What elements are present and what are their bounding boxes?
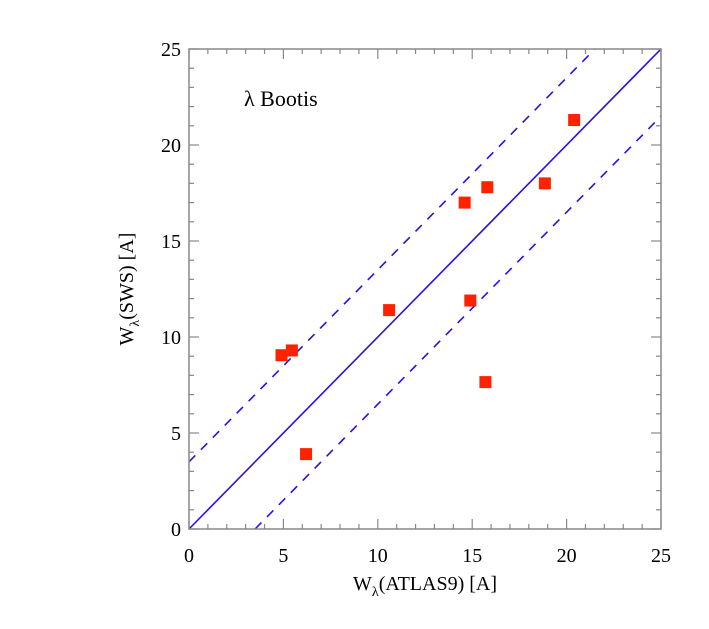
data-point xyxy=(464,294,477,307)
data-points xyxy=(275,114,581,461)
tick-labels: 0 5 10 15 20 25 0 5 10 15 20 25 xyxy=(161,39,671,567)
y-tick-label: 10 xyxy=(161,327,181,349)
x-tick-label: 10 xyxy=(368,545,388,567)
data-point xyxy=(458,196,471,209)
x-tick-label: 25 xyxy=(651,545,671,567)
data-point xyxy=(300,448,313,461)
y-axis-title-sub: λ xyxy=(128,320,143,327)
data-point xyxy=(479,376,492,389)
plot-axes xyxy=(188,48,662,530)
y-axis-title-main: W xyxy=(116,326,138,345)
lower-bound-line xyxy=(254,115,662,530)
y-tick-label: 20 xyxy=(161,135,181,157)
y-tick-label: 0 xyxy=(171,519,181,541)
reference-lines xyxy=(188,48,662,530)
data-point xyxy=(568,114,581,127)
y-tick-label: 25 xyxy=(161,39,181,61)
data-point xyxy=(481,181,494,194)
x-axis-title-sub: λ xyxy=(372,585,379,600)
data-point xyxy=(285,344,298,357)
plot-frame xyxy=(188,48,662,530)
one-to-one-line xyxy=(188,48,662,530)
y-axis-title-rest: (SWS) [A] xyxy=(116,233,138,320)
x-axis-title-rest: (ATLAS9) [A] xyxy=(379,573,497,595)
annotation-label: λ Bootis xyxy=(244,86,318,111)
x-axis-title-main: W xyxy=(353,573,372,595)
x-tick-label: 15 xyxy=(462,545,482,567)
x-tick-label: 5 xyxy=(278,545,288,567)
y-axis-title: Wλ(SWS) [A] xyxy=(116,233,143,346)
data-point xyxy=(383,304,396,317)
y-tick-label: 15 xyxy=(161,231,181,253)
x-axis-title: Wλ(ATLAS9) [A] xyxy=(353,573,497,600)
x-tick-label: 0 xyxy=(184,545,194,567)
data-point xyxy=(275,349,288,362)
y-tick-label: 5 xyxy=(171,423,181,445)
data-point xyxy=(538,177,551,190)
x-tick-label: 20 xyxy=(557,545,577,567)
upper-bound-line xyxy=(188,48,596,463)
